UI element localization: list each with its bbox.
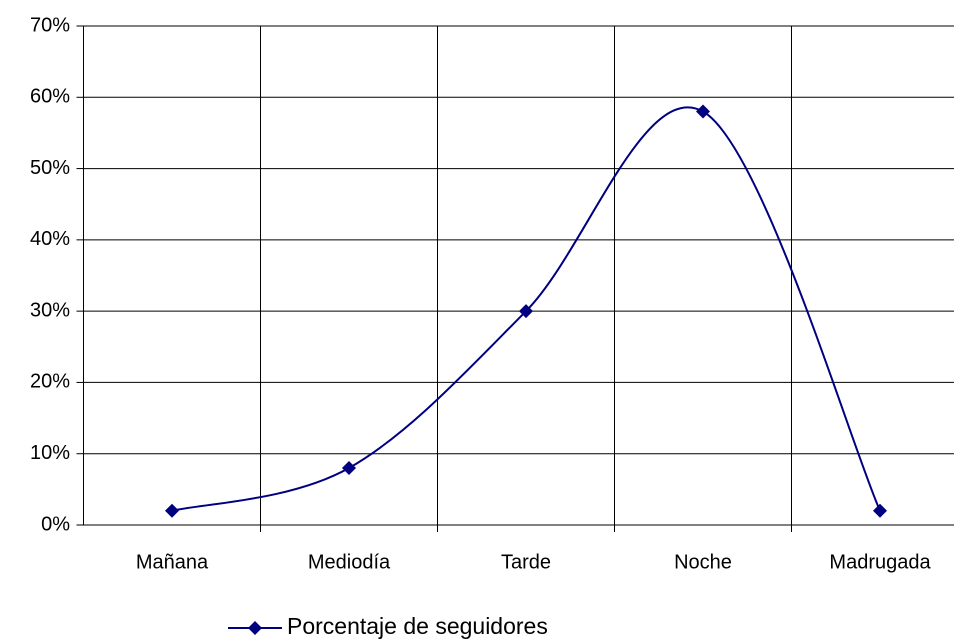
y-tick-label: 40% bbox=[30, 228, 70, 250]
y-tick-label: 30% bbox=[30, 299, 70, 321]
x-tick-label: Mediodía bbox=[308, 551, 391, 573]
x-tick-label: Mañana bbox=[136, 551, 209, 573]
series-line bbox=[171, 106, 881, 512]
x-tick-label: Noche bbox=[674, 551, 732, 573]
marker bbox=[696, 104, 710, 119]
y-tick-label: 50% bbox=[30, 157, 70, 179]
y-tick-label: 10% bbox=[30, 442, 70, 464]
marker bbox=[342, 460, 356, 475]
x-tick-label: Madrugada bbox=[829, 551, 931, 573]
marker bbox=[519, 304, 533, 319]
y-tick-label: 70% bbox=[30, 14, 70, 36]
y-tick-label: 0% bbox=[41, 513, 70, 535]
marker bbox=[873, 503, 887, 518]
legend-label: Porcentaje de seguidores bbox=[287, 613, 548, 639]
y-tick-label: 20% bbox=[30, 371, 70, 393]
x-tick-label: Tarde bbox=[501, 551, 551, 573]
y-tick-label: 60% bbox=[30, 86, 70, 108]
legend-marker bbox=[248, 621, 262, 635]
marker bbox=[165, 503, 179, 518]
